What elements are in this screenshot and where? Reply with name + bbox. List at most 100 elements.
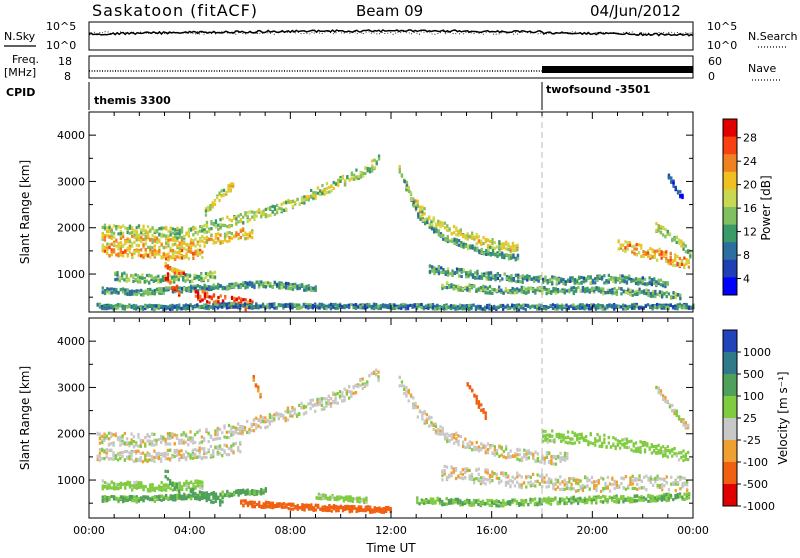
radar-echo (194, 448, 196, 451)
radar-echo (618, 239, 620, 242)
radar-echo (207, 272, 209, 275)
radar-echo (559, 306, 561, 309)
radar-echo (103, 307, 105, 310)
radar-echo (622, 244, 624, 247)
radar-echo (102, 244, 104, 247)
radar-echo (545, 305, 547, 308)
radar-echo (647, 252, 649, 255)
radar-echo (488, 275, 490, 278)
date-label: 04/Jun/2012 (590, 2, 681, 20)
radar-echo (201, 435, 203, 438)
radar-echo (503, 254, 505, 257)
radar-echo (432, 303, 434, 306)
radar-echo (178, 272, 180, 275)
radar-echo (115, 306, 117, 309)
radar-echo (606, 304, 608, 307)
radar-echo (465, 275, 467, 278)
radar-echo (638, 306, 640, 309)
radar-echo (401, 174, 403, 177)
radar-echo (652, 256, 654, 259)
radar-echo (306, 505, 308, 508)
radar-echo (664, 281, 666, 284)
radar-echo (238, 489, 240, 492)
radar-echo (682, 243, 684, 246)
radar-echo (144, 459, 146, 462)
radar-echo (429, 264, 431, 267)
radar-echo (158, 438, 160, 441)
radar-echo (119, 276, 121, 279)
radar-echo (228, 218, 230, 221)
radar-echo (211, 297, 213, 300)
radar-echo (524, 276, 526, 279)
radar-echo (226, 436, 228, 439)
radar-echo (137, 450, 139, 453)
radar-echo (316, 305, 318, 308)
radar-echo (102, 286, 104, 289)
radar-echo (120, 495, 122, 498)
radar-echo (207, 209, 209, 212)
radar-echo (201, 240, 203, 243)
radar-echo (402, 305, 404, 308)
radar-echo (310, 399, 312, 402)
nsky-panel: N.Sky 10^5 10^0 10^5 10^0 N.Search (4, 20, 798, 52)
radar-echo (283, 201, 285, 204)
radar-echo (142, 460, 144, 463)
radar-echo (114, 278, 116, 281)
radar-echo (108, 486, 110, 489)
radar-echo (362, 387, 364, 390)
radar-echo (290, 503, 292, 506)
radar-echo (538, 280, 540, 283)
radar-echo (287, 410, 289, 413)
radar-echo (312, 194, 314, 197)
radar-echo (276, 204, 278, 207)
radar-echo (231, 237, 233, 240)
radar-echo (487, 287, 489, 290)
radar-echo (503, 292, 505, 295)
radar-echo (650, 292, 652, 295)
radar-echo (683, 257, 685, 260)
radar-echo (544, 279, 546, 282)
radar-echo (230, 186, 232, 189)
radar-echo (139, 276, 141, 279)
radar-echo (122, 434, 124, 437)
radar-echo (400, 307, 402, 310)
radar-echo (131, 227, 133, 230)
radar-echo (99, 433, 101, 436)
radar-echo (291, 415, 293, 418)
radar-echo (133, 496, 135, 499)
radar-echo (117, 242, 119, 245)
radar-echo (658, 227, 660, 230)
radar-echo (178, 306, 180, 309)
radar-echo (155, 439, 157, 442)
radar-echo (138, 250, 140, 253)
radar-echo (230, 189, 232, 192)
radar-echo (230, 445, 232, 448)
radar-echo (138, 485, 140, 488)
radar-echo (594, 277, 596, 280)
radar-echo (169, 479, 171, 482)
radar-echo (410, 198, 412, 201)
radar-echo (206, 241, 208, 244)
radar-echo (197, 243, 199, 246)
radar-echo (106, 249, 108, 252)
radar-echo (136, 481, 138, 484)
radar-echo (358, 507, 360, 510)
radar-echo (633, 303, 635, 306)
radar-echo (569, 276, 571, 279)
radar-echo (212, 272, 214, 275)
radar-echo (102, 479, 104, 482)
radar-echo (448, 305, 450, 308)
radar-echo (660, 283, 662, 286)
radar-echo (217, 300, 219, 303)
radar-echo (198, 275, 200, 278)
radar-echo (685, 245, 687, 248)
radar-echo (179, 233, 181, 236)
radar-echo (194, 227, 196, 230)
radar-echo (647, 255, 649, 258)
radar-echo (622, 249, 624, 252)
radar-echo (442, 268, 444, 271)
radar-echo (104, 246, 106, 249)
radar-echo (426, 221, 428, 224)
radar-echo (611, 291, 613, 294)
radar-echo (465, 271, 467, 274)
